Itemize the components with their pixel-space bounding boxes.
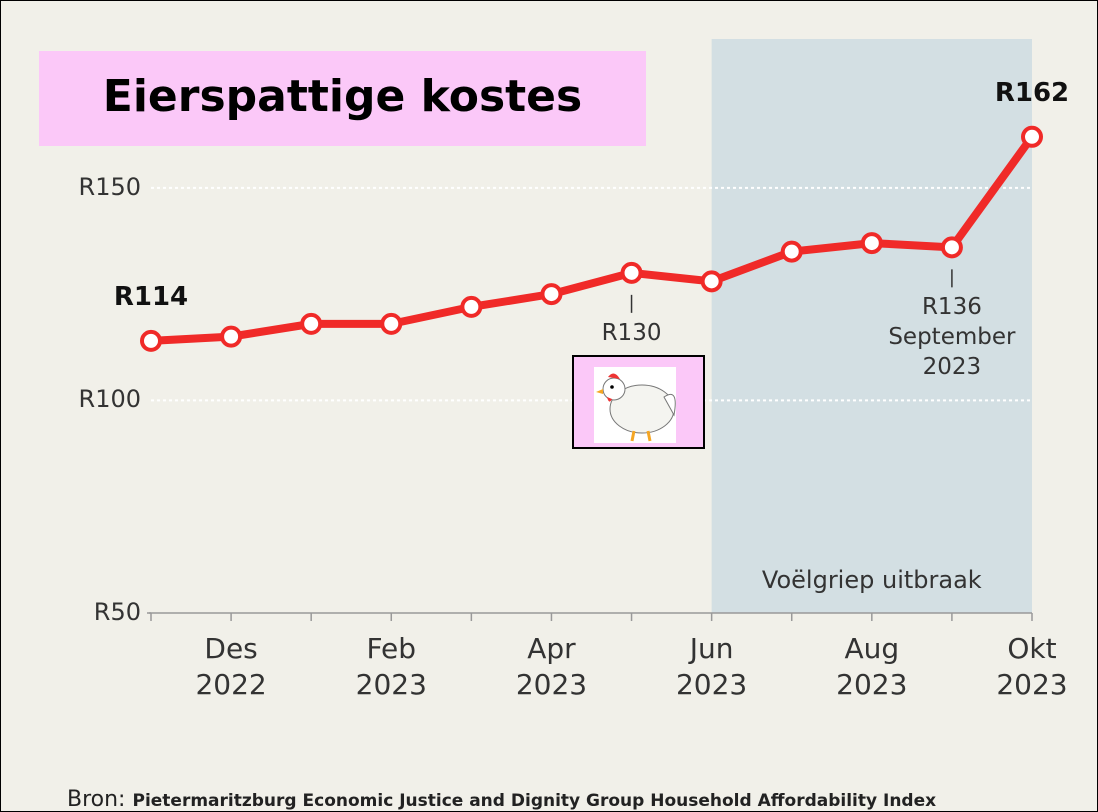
x-tick-label: Okt 2023 bbox=[987, 631, 1077, 704]
data-point bbox=[863, 234, 881, 252]
data-point bbox=[1023, 128, 1041, 146]
data-point bbox=[943, 238, 961, 256]
data-point bbox=[542, 285, 560, 303]
chart-title: Eierspattige kostes bbox=[39, 71, 646, 122]
data-point bbox=[462, 298, 480, 316]
data-point bbox=[623, 264, 641, 282]
chicken-image bbox=[572, 355, 705, 449]
x-tick-label: Des 2022 bbox=[186, 631, 276, 704]
annotation: R130 bbox=[557, 319, 707, 349]
x-tick-label: Aug 2023 bbox=[827, 631, 917, 704]
source: Bron: Pietermaritzburg Economic Justice … bbox=[67, 787, 936, 812]
annotation: R136 September 2023 bbox=[877, 293, 1027, 383]
x-tick-label: Jun 2023 bbox=[667, 631, 757, 704]
data-point bbox=[222, 328, 240, 346]
x-tick-label: Feb 2023 bbox=[346, 631, 436, 704]
chicken-icon bbox=[574, 357, 703, 447]
data-point bbox=[783, 243, 801, 261]
annotation: R162 bbox=[972, 77, 1092, 111]
data-point bbox=[142, 332, 160, 350]
data-point bbox=[302, 315, 320, 333]
title-box: Eierspattige kostes bbox=[39, 51, 646, 146]
annotation: R114 bbox=[91, 281, 211, 315]
y-tick-label: R150 bbox=[41, 172, 141, 203]
highlight-label: Voëlgriep uitbraak bbox=[712, 565, 1032, 596]
data-point bbox=[703, 272, 721, 290]
source-prefix: Bron: bbox=[67, 787, 125, 812]
source-text: Pietermaritzburg Economic Justice and Di… bbox=[132, 791, 936, 811]
data-point bbox=[382, 315, 400, 333]
y-tick-label: R100 bbox=[41, 384, 141, 415]
y-tick-label: R50 bbox=[41, 597, 141, 628]
page: Eierspattige kostes Bron: Pietermaritzbu… bbox=[0, 0, 1098, 812]
x-tick-label: Apr 2023 bbox=[506, 631, 596, 704]
